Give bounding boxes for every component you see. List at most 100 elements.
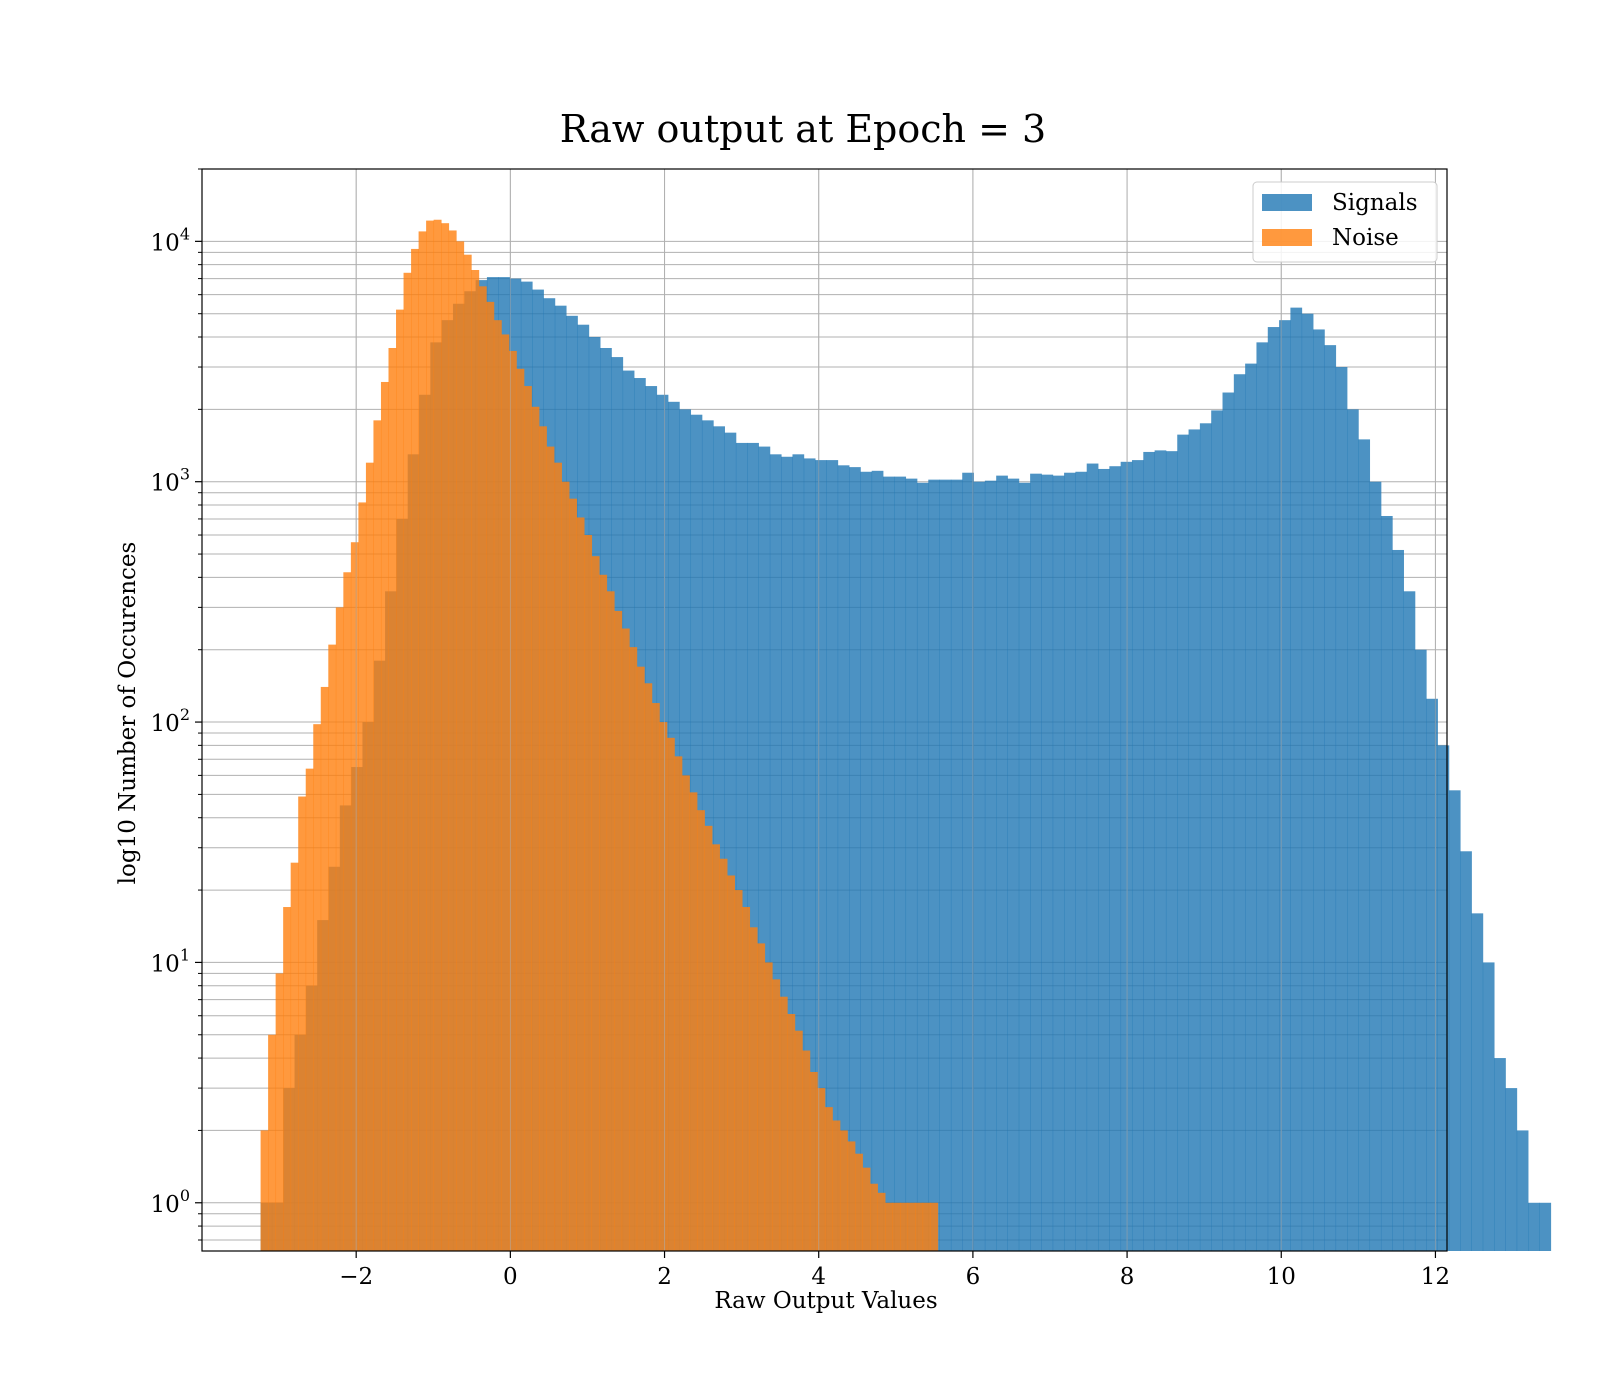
histogram-bar [501,334,510,1251]
histogram-bar [1267,327,1280,1251]
histogram-bar [1335,367,1348,1252]
histogram-bar [531,406,540,1251]
legend-swatch-signals [1262,194,1312,211]
histogram-bar [824,1107,833,1251]
histogram-bar [704,825,713,1251]
histogram-bar [862,1167,871,1251]
histogram-bar [1437,745,1450,1251]
histogram-bar [313,724,322,1251]
histogram-bar [365,462,374,1251]
histogram-bar [343,572,352,1251]
histogram-bar [950,479,963,1251]
histogram-bar [546,446,555,1251]
histogram-bar [883,476,895,1251]
histogram-bar [877,1192,886,1251]
histogram-bar [599,574,608,1251]
histogram-bar [1199,423,1212,1251]
histogram-bar [651,703,660,1251]
histogram-bar [1482,962,1495,1251]
histogram-bar [1414,649,1427,1251]
histogram-bar [792,454,805,1251]
histogram-bar [689,792,698,1251]
histogram-bar [1539,1202,1552,1251]
histogram-bar [538,426,547,1251]
histogram-bar [1007,478,1020,1251]
histogram-bar [922,1202,931,1251]
histogram-bar [1052,475,1065,1251]
histogram-bar [973,481,986,1252]
histogram-bar [1245,363,1257,1251]
chart-title: Raw output at Epoch = 3 [560,107,1046,151]
histogram-bar [779,996,788,1251]
histogram-bar [1075,471,1088,1251]
histogram-bar [614,610,623,1251]
histogram-bar [916,482,929,1251]
histogram-bar [787,1014,796,1251]
histogram-bar [433,219,442,1251]
histogram-bar [478,286,487,1251]
histogram-bar [854,1153,863,1251]
histogram-bar [928,479,940,1251]
legend-swatch-noise [1262,229,1312,246]
histogram-bar [380,381,389,1252]
histogram-bar [305,768,314,1251]
histogram-bar [584,535,593,1251]
histogram-bar [666,737,675,1251]
histogram-bar [1222,392,1235,1251]
series-noise [260,219,939,1252]
histogram-bar [268,1034,277,1251]
histogram-bar [871,470,884,1251]
plot-frame [201,168,1448,1252]
histogram-bar [1018,482,1031,1251]
histogram-bar [1154,450,1167,1251]
histogram-bar [849,467,861,1252]
histogram-bar [644,683,653,1251]
histogram-bar [508,350,517,1252]
histogram-bar [1448,790,1461,1251]
histogram-bar [900,1202,909,1251]
histogram-bar [1471,913,1484,1251]
histogram-bar [742,907,751,1251]
histogram-bar [1030,473,1042,1251]
histogram-bar [1369,481,1382,1252]
histogram-bar [1256,342,1269,1251]
histogram-bar [1279,320,1291,1251]
histogram-bar [794,1030,803,1251]
histogram-bar [591,556,600,1251]
x-tick-label: 6 [966,1264,981,1290]
histogram-bar [358,502,367,1252]
histogram-bar [1064,472,1076,1251]
histogram-bar [561,481,570,1252]
histogram-bar [471,270,480,1251]
histogram-bar [1324,345,1337,1251]
histogram-bar [1098,468,1110,1251]
histogram-bar [456,241,465,1251]
histogram-bar [915,1202,924,1251]
x-tick-label: 2 [657,1264,672,1290]
histogram-bar [837,465,850,1251]
x-axis-label: Raw Output Values [714,1288,937,1314]
y-tick-label: 101 [151,945,190,977]
histogram-bar [696,810,705,1251]
histogram-bar [418,231,427,1252]
histogram-bar [396,309,404,1251]
histogram-bar [328,644,337,1251]
histogram-bar [749,927,758,1251]
histogram-bar [734,890,743,1251]
histogram-bar [1516,1130,1529,1251]
x-tick-label: 0 [503,1264,518,1290]
histogram-bar [803,458,816,1252]
histogram-bar [621,628,630,1251]
x-tick-label: 8 [1120,1264,1135,1290]
histogram-bar [817,1088,826,1251]
histogram-bar [1358,439,1371,1251]
histogram-bar [275,973,284,1251]
histogram-bar [719,858,728,1251]
histogram-bar [388,347,397,1251]
histogram-bar [1120,461,1133,1252]
histogram-bar [907,1202,916,1251]
y-tick-label: 102 [151,705,190,737]
histogram-bar [463,254,472,1252]
histogram-bar [516,368,525,1252]
histogram-bar [1086,463,1099,1251]
